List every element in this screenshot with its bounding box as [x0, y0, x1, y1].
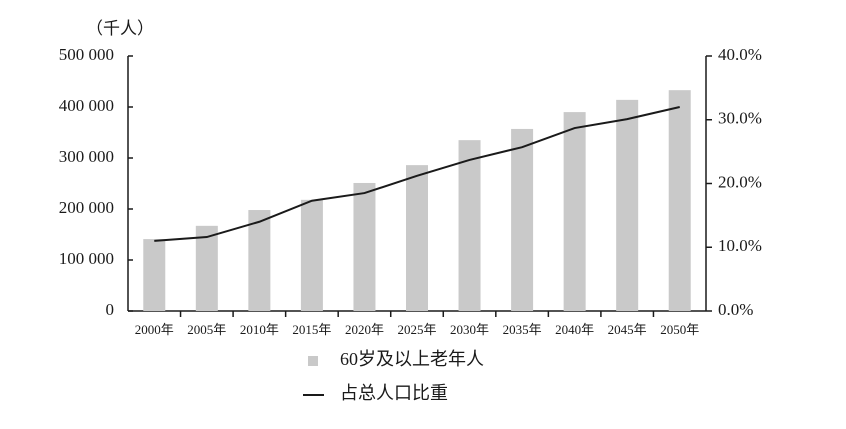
legend-label: 占总人口比重	[340, 383, 448, 403]
legend-label: 60岁及以上老年人	[340, 349, 484, 369]
y2-tick-label: 20.0%	[718, 172, 762, 191]
y-tick-label: 0	[106, 300, 115, 319]
x-tick-label: 2045年	[608, 322, 647, 337]
legend-swatch	[308, 356, 318, 366]
bar	[668, 90, 691, 311]
bar	[406, 165, 428, 311]
y-unit-label: （千人）	[86, 19, 154, 38]
y-tick-label: 200 000	[59, 198, 114, 217]
x-tick-label: 2000年	[135, 322, 174, 337]
bar	[353, 182, 376, 311]
y2-tick-label: 40.0%	[718, 45, 762, 64]
bar	[300, 199, 323, 311]
x-tick-label: 2020年	[345, 322, 384, 337]
x-tick-label: 2015年	[292, 322, 331, 337]
bar	[563, 112, 586, 311]
y2-tick-label: 0.0%	[718, 300, 753, 319]
line	[154, 106, 680, 242]
bar	[248, 210, 271, 311]
x-tick-label: 2025年	[397, 322, 436, 337]
y-tick-label: 100 000	[59, 249, 114, 268]
bar	[143, 239, 166, 311]
x-tick-label: 2035年	[503, 322, 542, 337]
x-tick-label: 2010年	[240, 322, 279, 337]
y-tick-label: 300 000	[59, 147, 114, 166]
bar	[616, 99, 639, 311]
y-tick-label: 400 000	[59, 96, 114, 115]
x-tick-label: 2050年	[660, 322, 699, 337]
bar	[195, 225, 218, 311]
bar	[511, 128, 534, 311]
x-tick-label: 2040年	[555, 322, 594, 337]
y2-tick-label: 30.0%	[718, 109, 762, 128]
bar	[458, 140, 481, 311]
y2-tick-label: 10.0%	[718, 236, 762, 255]
y-tick-label: 500 000	[59, 45, 114, 64]
x-tick-label: 2005年	[187, 322, 226, 337]
x-tick-label: 2030年	[450, 322, 489, 337]
